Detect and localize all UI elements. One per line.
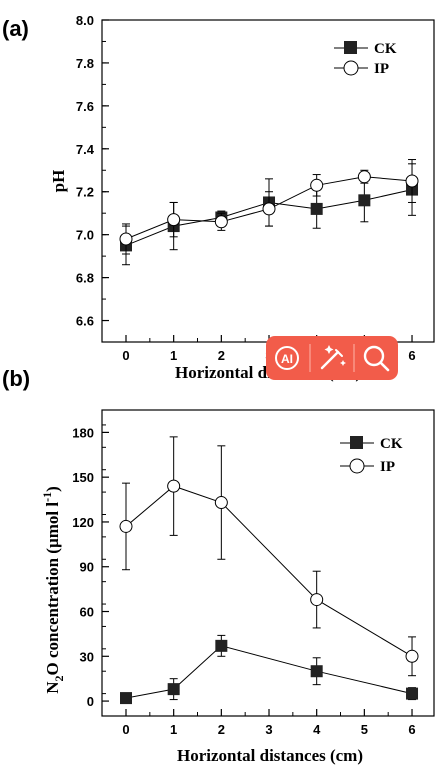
data-point-ck	[310, 202, 323, 215]
data-point-ip	[262, 202, 276, 216]
data-point-ip	[310, 593, 324, 607]
x-tick-label: 6	[408, 348, 415, 363]
legend-b-ip-label: IP	[380, 459, 395, 475]
panel-b-y-title-rest: O concentration (µmol l	[43, 502, 62, 676]
search-icon	[363, 345, 390, 372]
panel-b-x-axis-title: Horizontal distances (cm)	[177, 746, 363, 765]
panel-b-y-axis-title: N2O concentration (µmol l-1)	[40, 486, 66, 694]
panel-b-frame	[101, 409, 435, 717]
panel-a-label: (a)	[2, 16, 29, 41]
panel-a-y-axis: 6.6 6.8 7.0 7.2 7.4 7.6 7.8 8.0	[76, 13, 109, 329]
legend-a-ck-marker	[344, 41, 357, 54]
data-point-ip	[310, 178, 324, 192]
x-tick-label: 2	[218, 348, 225, 363]
panel-b-legend: CK IP	[340, 436, 403, 475]
x-tick-label: 0	[122, 722, 129, 737]
x-tick-label: 6	[408, 722, 415, 737]
ai-button[interactable]: AI	[266, 336, 310, 380]
ai-icon	[275, 346, 299, 370]
y-tick-label: 120	[72, 515, 94, 530]
data-point-ip	[119, 232, 133, 246]
data-point-ck	[215, 639, 228, 652]
x-tick-label: 2	[218, 722, 225, 737]
data-point-ip	[214, 215, 228, 229]
magic-edit-button[interactable]	[310, 336, 354, 380]
data-point-ip	[357, 170, 371, 184]
panel-a-legend: CK IP	[334, 41, 397, 77]
panel-a-y-axis-title: pH	[49, 170, 68, 193]
legend-b-ip-marker	[349, 458, 365, 474]
legend-a-ip-marker	[343, 60, 359, 76]
y-tick-label: 30	[80, 649, 94, 664]
legend-a-ck-label: CK	[374, 41, 397, 57]
magic-wand-icon	[320, 345, 346, 370]
data-point-ip	[167, 213, 181, 227]
y-tick-label: 6.8	[76, 271, 94, 286]
y-tick-label: 7.6	[76, 99, 94, 114]
x-tick-label: 1	[170, 348, 177, 363]
data-point-ck	[358, 194, 371, 207]
y-tick-label: 7.2	[76, 185, 94, 200]
data-point-ip	[405, 174, 419, 188]
search-button-hit[interactable]	[354, 336, 398, 380]
panel-a-series-layer	[119, 159, 419, 266]
series-line-ip	[125, 485, 413, 657]
search-button[interactable]	[354, 336, 398, 380]
y-tick-label: 180	[72, 425, 94, 440]
y-tick-label: 0	[87, 694, 94, 709]
y-tick-label: 60	[80, 605, 94, 620]
data-point-ck	[310, 665, 323, 678]
panel-b-label: (b)	[2, 366, 30, 391]
x-tick-label: 4	[313, 722, 321, 737]
x-tick-label: 3	[265, 722, 272, 737]
data-point-ck	[167, 683, 180, 696]
panel-b-y-title-sub: 2	[52, 676, 66, 682]
x-tick-label: 5	[361, 722, 368, 737]
panel-b-y-title-n: N	[43, 681, 62, 694]
panel-b-y-title-sup: -1	[40, 492, 54, 502]
legend-b-ck-label: CK	[380, 436, 403, 452]
legend-a-ip-label: IP	[374, 61, 389, 77]
ai-icon-label: AI	[281, 352, 293, 366]
data-point-ip	[405, 649, 419, 663]
x-tick-label: 0	[122, 348, 129, 363]
panel-b-y-axis: 0 30 60 90 120 150 180	[72, 424, 109, 709]
panel-b-series-layer	[119, 436, 419, 705]
floating-ai-toolbar: AI	[266, 336, 398, 380]
legend-b-ck-marker	[350, 436, 363, 449]
data-point-ck	[120, 692, 132, 705]
y-tick-label: 8.0	[76, 13, 94, 28]
data-point-ip	[167, 479, 181, 493]
panel-b-x-axis: 0 1 2 3 4 5 6	[122, 709, 416, 737]
y-tick-label: 90	[80, 560, 94, 575]
y-tick-label: 6.6	[76, 314, 94, 329]
x-tick-label: 1	[170, 722, 177, 737]
panel-b-y-title-end: )	[43, 486, 62, 492]
y-tick-label: 150	[72, 470, 94, 485]
y-tick-label: 7.8	[76, 56, 94, 71]
y-tick-label: 7.0	[76, 228, 94, 243]
data-point-ck	[406, 687, 419, 700]
data-point-ip	[214, 496, 228, 510]
y-tick-label: 7.4	[76, 142, 95, 157]
data-point-ip	[119, 519, 133, 533]
